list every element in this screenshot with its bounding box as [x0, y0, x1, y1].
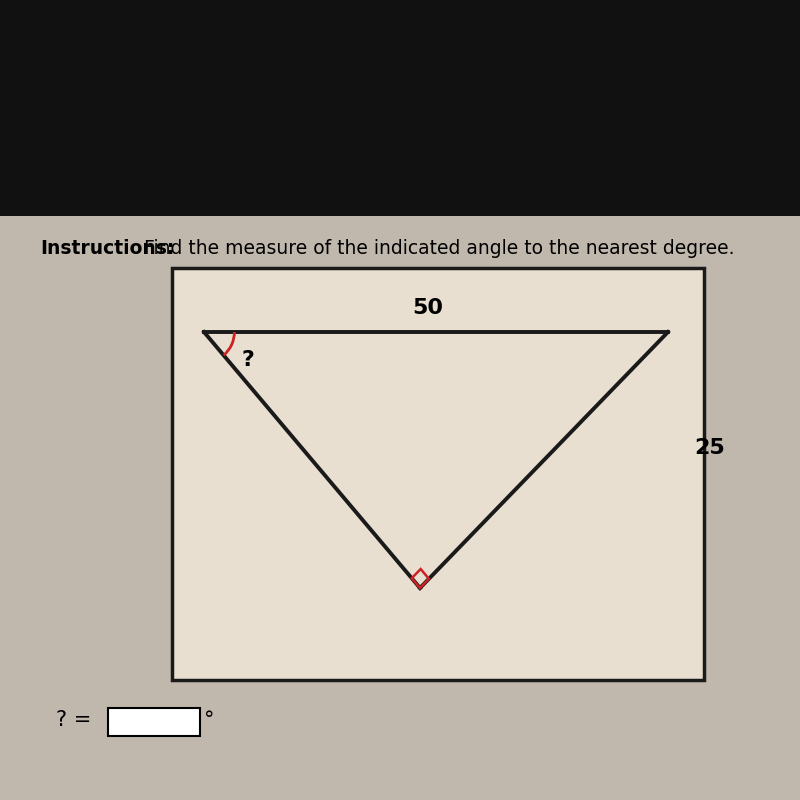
Bar — [108, 708, 200, 736]
Text: Instructions:: Instructions: — [40, 238, 174, 258]
Text: Find the measure of the indicated angle to the nearest degree.: Find the measure of the indicated angle … — [138, 238, 734, 258]
Text: ? =: ? = — [56, 710, 91, 730]
Bar — [172, 268, 704, 680]
Text: °: ° — [204, 710, 214, 730]
Text: ?: ? — [242, 350, 254, 370]
Bar — [0, 216, 800, 800]
Text: 50: 50 — [413, 298, 443, 318]
Text: 25: 25 — [694, 438, 725, 458]
